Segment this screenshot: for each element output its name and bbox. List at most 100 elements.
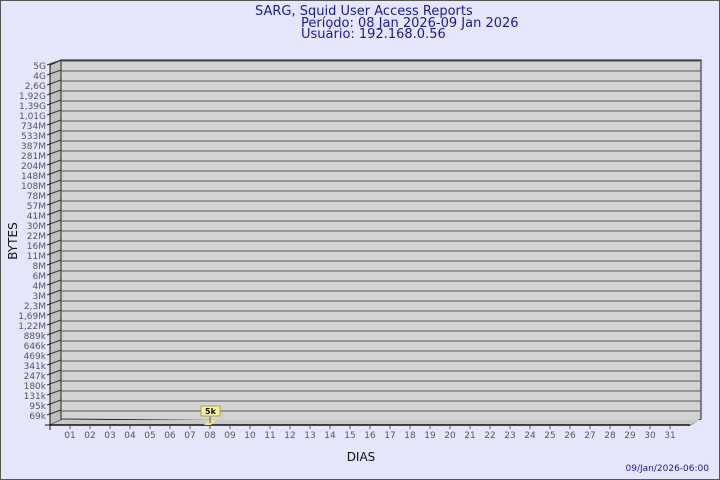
y-tick [46, 279, 62, 286]
x-tick-label: 03 [104, 431, 115, 441]
y-tick-label: 1,69M [18, 312, 46, 322]
y-tick [46, 329, 62, 336]
y-tick-label: 108M [21, 182, 46, 192]
y-tick [46, 339, 62, 346]
y-tick [46, 399, 62, 406]
y-tick [46, 379, 62, 386]
y-tick [46, 129, 62, 136]
y-tick-label: 3M [33, 292, 47, 302]
y-tick-label: 180k [24, 382, 47, 392]
y-tick [46, 409, 62, 416]
y-tick-label: 5G [33, 62, 46, 72]
x-tick-label: 04 [124, 431, 136, 441]
x-tick-label: 31 [664, 431, 675, 441]
y-tick-label: 533M [21, 132, 46, 142]
y-tick-label: 69k [29, 412, 46, 422]
x-tick-label: 28 [604, 431, 616, 441]
x-tick-label: 02 [84, 431, 95, 441]
y-tick [46, 69, 62, 76]
x-tick-label: 23 [504, 431, 515, 441]
y-tick-label: 1,39G [19, 102, 46, 112]
y-tick [46, 299, 62, 306]
y-tick [46, 189, 62, 196]
y-tick-label: 8M [33, 262, 47, 272]
y-tick [46, 139, 62, 146]
x-tick-label: 14 [324, 431, 336, 441]
y-tick-label: 2,6G [25, 82, 46, 92]
x-tick-label: 30 [644, 431, 656, 441]
x-tick-label: 06 [164, 431, 176, 441]
x-tick-label: 12 [284, 431, 295, 441]
y-tick [46, 199, 62, 206]
y-tick [46, 229, 62, 236]
y-tick-label: 281M [21, 152, 46, 162]
x-tick-label: 10 [244, 431, 256, 441]
y-tick-label: 1,92G [19, 92, 46, 102]
chart-period: Período: 08 Jan 2026-09 Jan 2026 [301, 16, 519, 31]
x-tick-label: 26 [564, 431, 576, 441]
x-tick-label: 21 [464, 431, 475, 441]
y-tick [46, 179, 62, 186]
x-tick-label: 27 [584, 431, 595, 441]
y-tick-label: 4G [33, 72, 46, 82]
y-tick [46, 349, 62, 356]
y-tick [46, 149, 62, 156]
y-tick-label: 22M [27, 232, 46, 242]
y-tick-label: 95k [29, 402, 46, 412]
x-tick-label: 20 [444, 431, 456, 441]
y-tick-label: 734M [21, 122, 46, 132]
y-tick-label: 387M [21, 142, 46, 152]
footer-timestamp: 09/Jan/2026-06:00 [626, 464, 710, 474]
y-tick [46, 159, 62, 166]
y-tick-label: 41M [27, 212, 46, 222]
y-tick [46, 219, 62, 226]
y-tick-label: 1,22M [18, 322, 46, 332]
x-tick-label: 09 [224, 431, 236, 441]
y-tick [46, 209, 62, 216]
y-tick [46, 99, 62, 106]
chart-title: SARG, Squid User Access Reports [255, 4, 473, 19]
x-tick-label: 11 [264, 431, 275, 441]
x-tick-label: 01 [64, 431, 75, 441]
y-tick-label: 341k [24, 362, 47, 372]
y-tick-label: 2,3M [24, 302, 46, 312]
y-tick [46, 359, 62, 366]
y-tick [46, 269, 62, 276]
x-axis-title: DIAS [347, 450, 376, 464]
bar-label: 5k [205, 407, 217, 416]
y-tick [46, 169, 62, 176]
x-tick-label: 24 [524, 431, 536, 441]
y-tick [46, 109, 62, 116]
x-tick-label: 08 [204, 431, 216, 441]
y-tick [46, 59, 62, 66]
plot-back-wall [60, 59, 702, 426]
y-tick-label: 469k [24, 352, 47, 362]
x-tick-label: 13 [304, 431, 315, 441]
y-tick-label: 57M [27, 202, 46, 212]
y-tick-label: 646k [24, 342, 47, 352]
y-tick [46, 239, 62, 246]
y-tick [46, 89, 62, 96]
y-axis-title: BYTES [6, 222, 20, 259]
y-tick-label: 204M [21, 162, 46, 172]
x-tick-label: 17 [384, 431, 395, 441]
x-tick-label: 25 [544, 431, 555, 441]
bar-label-box [200, 405, 221, 417]
y-tick-label: 1,01G [19, 112, 46, 122]
y-tick [46, 119, 62, 126]
y-tick [46, 309, 62, 316]
x-tick-label: 15 [344, 431, 355, 441]
y-tick-label: 148M [21, 172, 46, 182]
x-tick-label: 22 [484, 431, 495, 441]
x-tick-label: 16 [364, 431, 376, 441]
x-tick-label: 18 [404, 431, 416, 441]
x-tick-label: 07 [184, 431, 195, 441]
y-tick [46, 369, 62, 376]
y-tick-label: 78M [27, 192, 46, 202]
y-tick-label: 131k [24, 392, 47, 402]
y-tick [46, 319, 62, 326]
y-tick-label: 247k [24, 372, 47, 382]
y-tick-label: 889k [24, 332, 47, 342]
